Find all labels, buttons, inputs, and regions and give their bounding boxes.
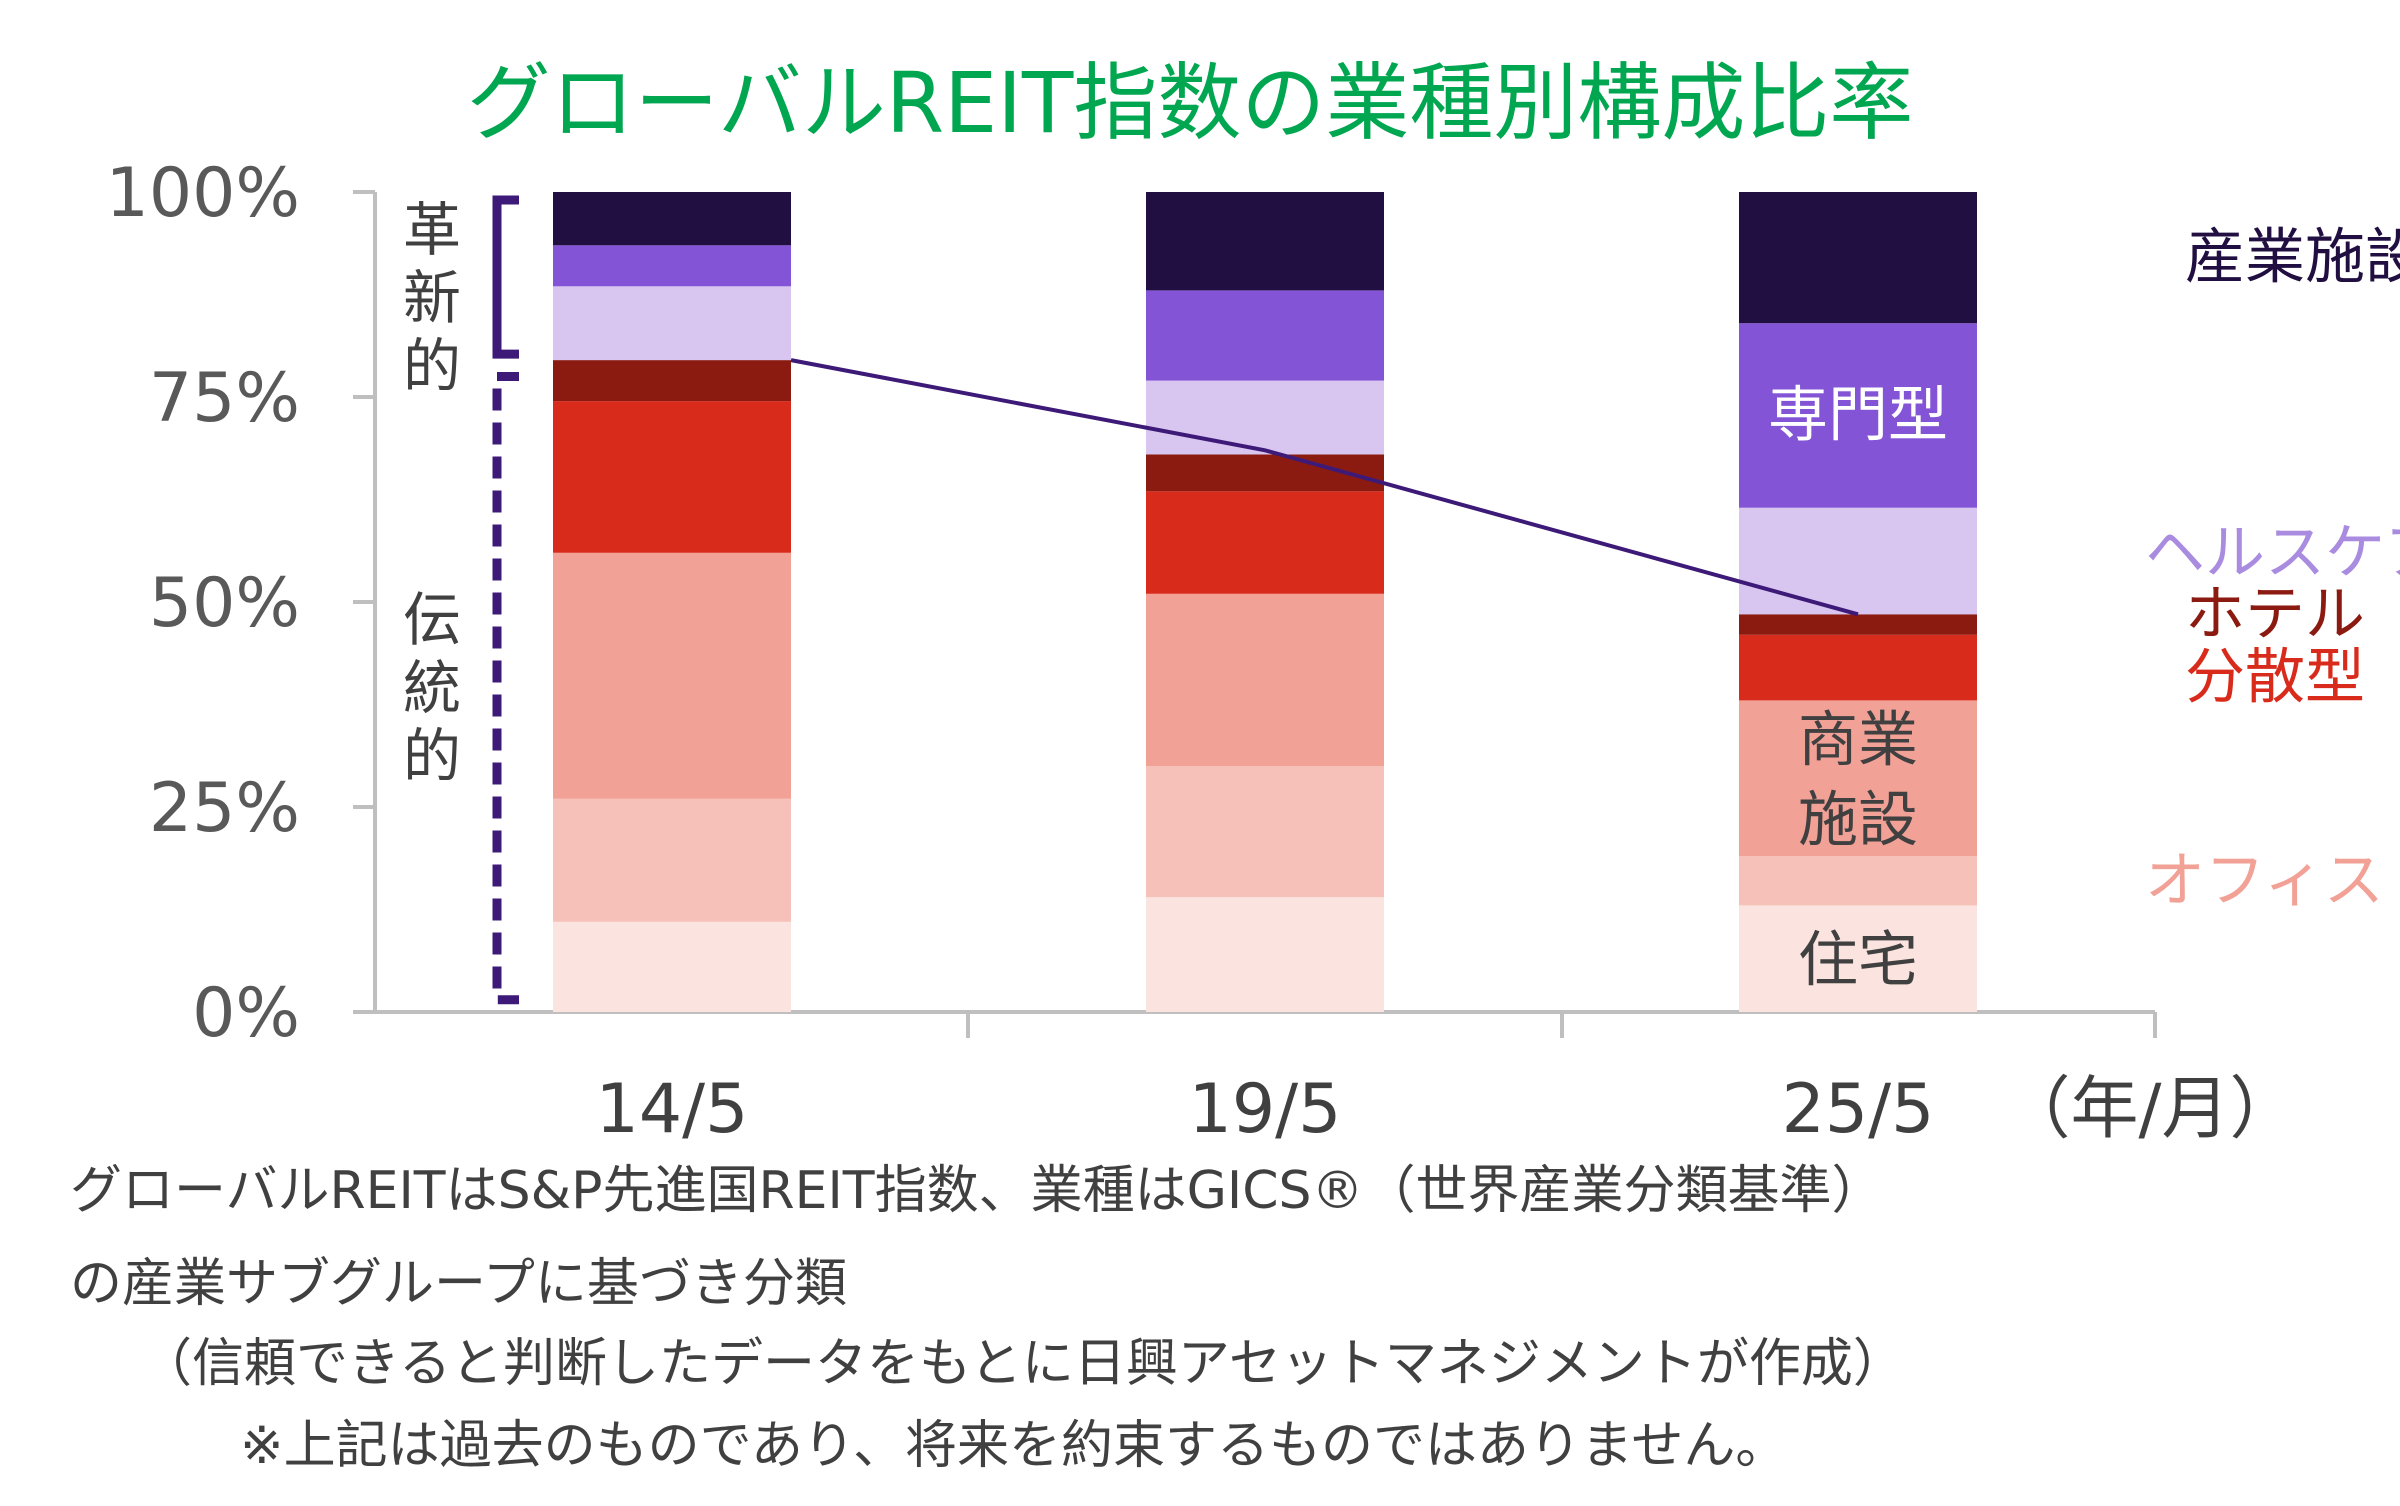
bar-segment	[1146, 380, 1384, 455]
segment-label: 専門型	[1768, 380, 1948, 450]
bar-segment	[1739, 856, 1977, 906]
note-line-3: （信頼できると判断したデータをもとに日興アセットマネジメントが作成）	[140, 1334, 1905, 1394]
segment-label: 商業	[1798, 705, 1918, 775]
bar-segment	[1146, 491, 1384, 594]
bar-segment	[553, 360, 791, 402]
note-line-4: ※上記は過去のものであり、将来を約束するものではありません。	[240, 1416, 1788, 1476]
segment-label: オフィス	[2145, 846, 2384, 916]
bar-segment	[553, 286, 791, 361]
bar-segment	[1739, 614, 1977, 635]
y-tick-label: 50%	[149, 564, 300, 643]
bar-segment	[1146, 593, 1384, 766]
traditional-label-char: 伝	[403, 586, 461, 654]
traditional-label-char: 統	[403, 654, 461, 722]
x-unit-label: （年/月）	[2003, 1070, 2298, 1149]
y-tick-label: 0%	[192, 974, 300, 1053]
trend-line	[790, 358, 1859, 617]
y-tick-label: 100%	[106, 154, 300, 233]
x-tick-label: 14/5	[596, 1070, 749, 1149]
note-line-2: の産業サブグループに基づき分類	[70, 1254, 847, 1314]
note-line-1: グローバルREITはS&P先進国REIT指数、業種はGICS®（世界産業分類基準…	[70, 1161, 1884, 1221]
bar-segment	[1739, 634, 1977, 701]
bar-segment	[1739, 507, 1977, 615]
segment-label: 施設	[1798, 785, 1918, 855]
innovative-label-char: 革	[403, 196, 461, 264]
traditional-bracket	[492, 372, 519, 1005]
trend-line-group	[790, 358, 1859, 617]
bar-segment	[553, 552, 791, 799]
bar-segment	[553, 192, 791, 246]
bar-segment	[1739, 192, 1977, 324]
x-tick-label: 25/5	[1782, 1070, 1935, 1149]
segment-labels: 産業施設専門型ヘルスケアホテル分散型商業施設オフィス住宅	[1768, 223, 2400, 996]
bar-segment	[1146, 290, 1384, 381]
traditional-label-char: 的	[403, 722, 461, 790]
segment-label: ヘルスケア	[2145, 518, 2400, 588]
x-tick-label: 19/5	[1189, 1070, 1342, 1149]
segment-label: 住宅	[1798, 926, 1918, 996]
bar-segment	[1146, 192, 1384, 291]
bars	[553, 192, 1977, 1012]
bar-segment	[553, 921, 791, 1012]
y-tick-label: 25%	[149, 769, 300, 848]
bar-segment	[1146, 897, 1384, 1012]
innovative-label-char: 新	[403, 264, 461, 332]
bar-segment	[553, 245, 791, 287]
y-tick-label: 75%	[149, 359, 300, 438]
bar-segment	[1739, 323, 1977, 508]
bar-segment	[1739, 905, 1977, 1012]
chart-title: グローバルREIT指数の業種別構成比率	[467, 54, 1914, 152]
bar-segment	[553, 798, 791, 922]
innovative-label-char: 的	[403, 332, 461, 400]
bar-segment	[553, 401, 791, 553]
segment-label: 分散型	[2185, 643, 2365, 713]
bar-segment	[1739, 700, 1977, 857]
segment-label: ホテル	[2185, 580, 2365, 650]
segment-label: 産業施設	[2185, 223, 2400, 293]
bar-segment	[1146, 766, 1384, 898]
innovative-bracket	[492, 195, 519, 359]
